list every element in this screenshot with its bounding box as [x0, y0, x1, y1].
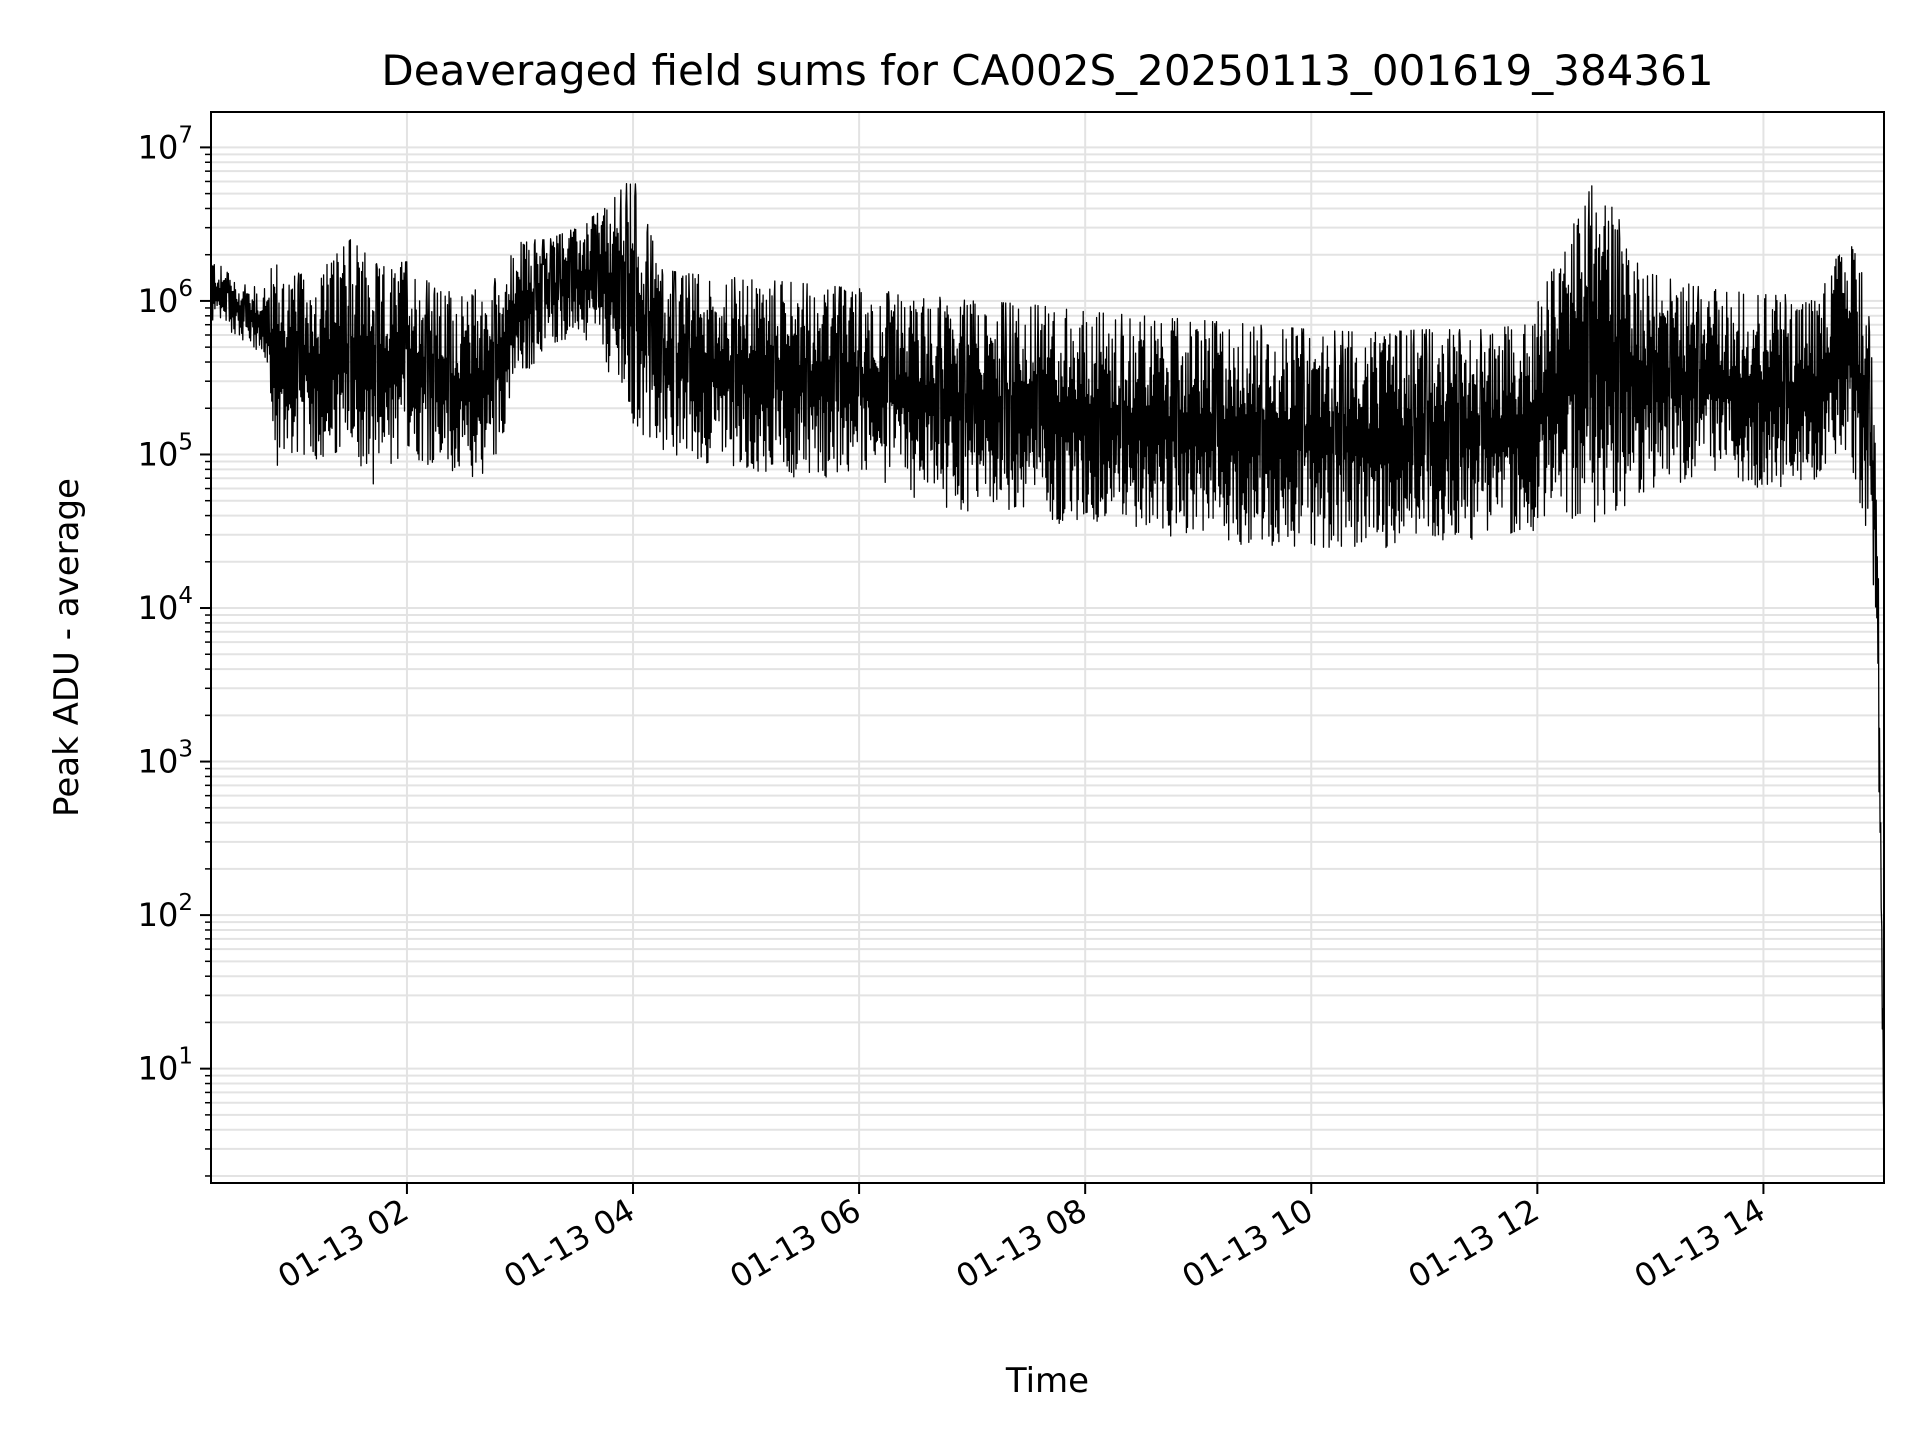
chart-title: Deaveraged field sums for CA002S_2025011…: [381, 46, 1713, 95]
series-line: [210, 182, 1885, 1130]
y-tick-label: 101: [138, 1044, 193, 1088]
y-tick-label: 107: [138, 122, 193, 166]
y-tick-label: 105: [138, 429, 193, 473]
x-axis-label: Time: [1005, 1361, 1089, 1401]
y-axis-ticks: 101 102 103 104 105 106 107: [138, 122, 211, 1177]
y-tick-label: 102: [138, 890, 193, 934]
y-tick-label: 103: [138, 737, 193, 781]
series-layer: [210, 182, 1885, 1130]
y-tick-label: 106: [138, 276, 193, 320]
plot-area-frame: [210, 111, 1885, 1184]
y-axis-label: Peak ADU - average: [47, 478, 87, 817]
y-tick-label: 104: [138, 583, 193, 627]
